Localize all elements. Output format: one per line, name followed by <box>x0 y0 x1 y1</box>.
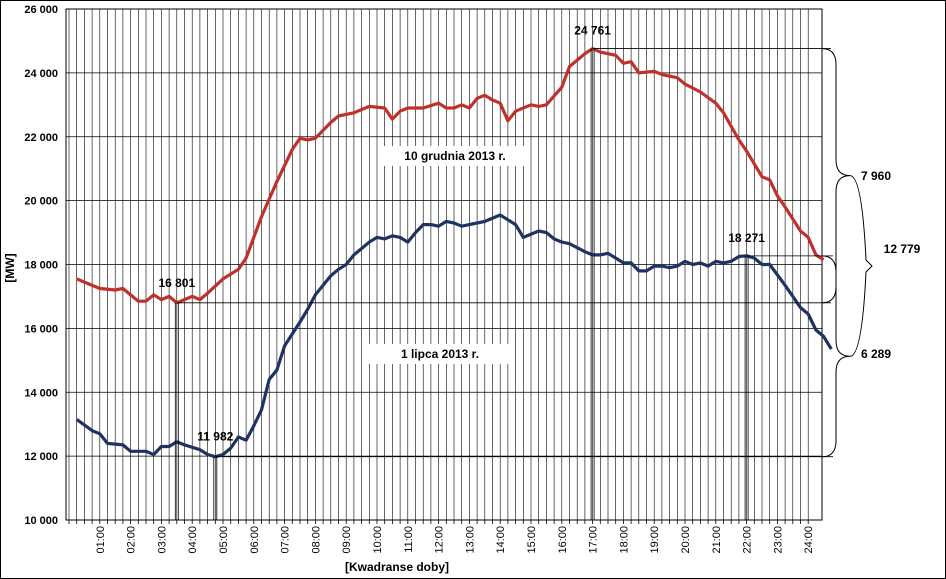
range-brace <box>821 255 851 458</box>
x-tick-label: 18:00 <box>618 526 630 554</box>
x-tick-label: 06:00 <box>249 526 261 554</box>
range-label: 6 289 <box>861 347 891 361</box>
range-brace <box>849 175 873 357</box>
series-label: 10 grudnia 2013 r. <box>404 149 505 163</box>
y-tick-label: 20 000 <box>24 196 58 208</box>
series-label: 1 lipca 2013 r. <box>401 347 479 361</box>
x-tick-label: 09:00 <box>341 526 353 554</box>
x-axis-label: [Kwadranse doby] <box>345 560 449 574</box>
x-tick-label: 16:00 <box>557 526 569 554</box>
point-label: 24 761 <box>574 24 611 38</box>
x-tick-label: 01:00 <box>95 526 107 554</box>
x-axis: 01:00 02:00 03:00 04:00 05:00 06:00 07:00 08:00… <box>68 520 815 554</box>
annotations: 16 801 24 761 11 982 18 271 10 grudnia 2013 … <box>158 24 921 520</box>
x-tick-label: 23:00 <box>772 526 784 554</box>
x-tick-label: 20:00 <box>680 526 692 554</box>
x-tick-label: 08:00 <box>310 526 322 554</box>
y-tick-label: 10 000 <box>24 515 58 527</box>
x-tick-label: 24:00 <box>803 526 815 554</box>
x-tick-label: 22:00 <box>742 526 754 554</box>
range-label: 7 960 <box>861 169 891 183</box>
series-lines <box>75 46 833 459</box>
y-tick-label: 22 000 <box>24 132 58 144</box>
x-tick-label: 10:00 <box>372 526 384 554</box>
y-axis-label: [MW] <box>3 253 17 282</box>
y-tick-label: 26 000 <box>24 4 58 16</box>
y-tick-label: 12 000 <box>24 451 58 463</box>
series-line-july <box>75 213 833 459</box>
series-label-box <box>380 146 530 166</box>
range-label: 12 779 <box>884 242 921 256</box>
y-tick-label: 16 000 <box>24 323 58 335</box>
x-tick-label: 11:00 <box>403 526 415 553</box>
grid <box>65 8 823 521</box>
x-tick-label: 02:00 <box>126 526 138 554</box>
x-tick-label: 19:00 <box>649 526 661 554</box>
range-brace <box>821 48 851 304</box>
x-tick-label: 07:00 <box>280 526 292 554</box>
x-tick-label: 21:00 <box>711 526 723 554</box>
point-label: 18 271 <box>728 231 765 245</box>
x-tick-label: 13:00 <box>464 526 476 554</box>
point-label: 11 982 <box>197 430 233 444</box>
x-tick-label: 04:00 <box>187 526 199 554</box>
x-tick-label: 15:00 <box>526 526 538 554</box>
series-label-box <box>365 344 515 364</box>
point-label: 16 801 <box>158 276 195 290</box>
plot-area <box>65 8 823 521</box>
series-line-december <box>76 46 825 305</box>
y-axis: 10 000 12 000 14 000 16 000 18 000 20 000 22 0… <box>24 4 58 527</box>
x-tick-label: 05:00 <box>218 526 230 554</box>
y-tick-label: 14 000 <box>24 387 58 399</box>
x-tick-label: 12:00 <box>434 526 446 554</box>
x-tick-label: 17:00 <box>588 526 600 554</box>
y-tick-label: 24 000 <box>24 68 58 80</box>
x-tick-label: 03:00 <box>156 526 168 554</box>
x-tick-label: 14:00 <box>495 526 507 554</box>
y-tick-label: 18 000 <box>24 260 58 272</box>
